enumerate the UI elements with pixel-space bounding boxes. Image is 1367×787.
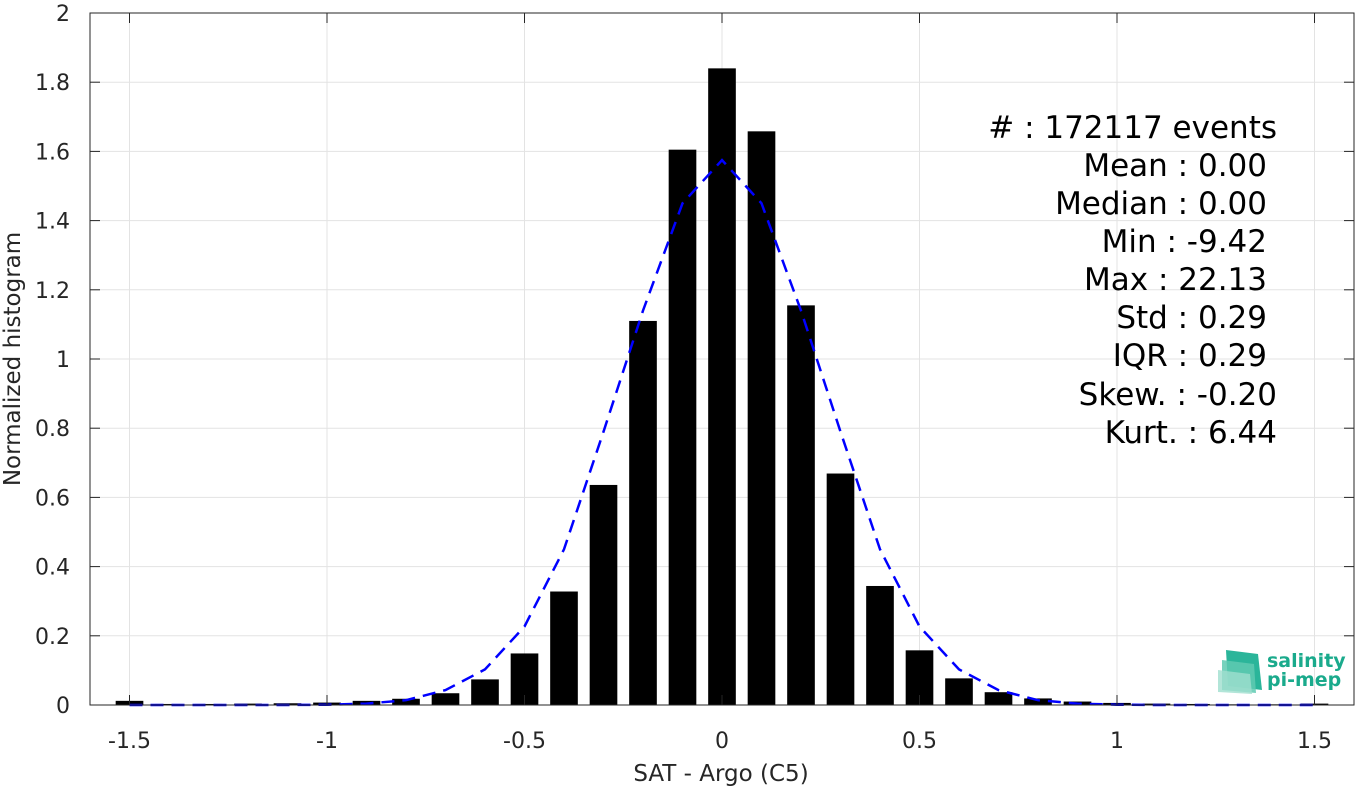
histogram-bar <box>866 585 894 705</box>
histogram-bar <box>629 320 657 705</box>
x-axis-ticks: -1.5 -1 -0.5 0 0.5 1 1.5 <box>108 13 1332 754</box>
y-tick-label: 1.2 <box>35 279 70 304</box>
stat-std: Std : 0.29 <box>1116 300 1267 336</box>
histogram-bar <box>550 591 578 705</box>
y-tick-label: 1.4 <box>35 210 70 235</box>
x-tick-label: -1.5 <box>108 729 151 754</box>
x-tick-label: 0 <box>715 729 729 754</box>
logo-text-line1: salinity <box>1267 650 1346 672</box>
x-tick-label: 1 <box>1110 729 1124 754</box>
stat-min: Min : -9.42 <box>1102 224 1267 260</box>
stat-mean: Mean : 0.00 <box>1083 148 1267 184</box>
y-tick-label: 0.2 <box>35 625 70 650</box>
histogram-bar <box>984 692 1013 705</box>
histogram-bar <box>708 68 736 706</box>
histogram-bars <box>115 68 1329 706</box>
x-tick-label: 0.5 <box>902 729 937 754</box>
y-tick-label: 0.8 <box>35 417 70 442</box>
stat-max: Max : 22.13 <box>1084 262 1267 298</box>
x-tick-label: -0.5 <box>503 729 546 754</box>
x-tick-label: 1.5 <box>1297 729 1332 754</box>
y-axis-ticks: 0 0.2 0.4 0.6 0.8 1 1.2 1.4 1.6 1.8 2 <box>35 2 1354 719</box>
salinity-pi-mep-logo: salinity pi-mep <box>1218 650 1346 694</box>
histogram-bar <box>392 698 420 705</box>
stat-median: Median : 0.00 <box>1055 186 1267 222</box>
histogram-bar <box>471 679 499 705</box>
stats-annotation: # : 172117 events Mean : 0.00 Median : 0… <box>988 110 1277 451</box>
logo-text-line2: pi-mep <box>1267 669 1341 691</box>
histogram-bar <box>747 131 776 705</box>
waves-logo-icon <box>1218 650 1262 694</box>
y-tick-label: 0.6 <box>35 486 70 511</box>
histogram-bar <box>945 678 973 705</box>
stat-count: # : 172117 events <box>988 110 1277 146</box>
stat-kurt: Kurt. : 6.44 <box>1105 415 1277 451</box>
stat-iqr: IQR : 0.29 <box>1113 338 1267 374</box>
y-tick-label: 1 <box>56 348 70 373</box>
histogram-bar <box>234 703 262 705</box>
histogram-bar <box>826 473 855 705</box>
y-tick-label: 0 <box>56 694 70 719</box>
histogram-bar <box>589 484 618 705</box>
histogram-bar <box>194 703 223 705</box>
histogram-bar <box>155 703 183 705</box>
histogram-bar <box>1024 698 1052 705</box>
histogram-bar <box>668 149 697 706</box>
x-tick-label: -1 <box>316 729 338 754</box>
y-tick-label: 2 <box>56 2 70 27</box>
histogram-bar <box>431 693 460 705</box>
y-tick-label: 0.4 <box>35 556 70 581</box>
y-axis-label: Normalized histogram <box>0 232 26 486</box>
histogram-bar <box>787 305 815 705</box>
stat-skew: Skew. : -0.20 <box>1079 377 1277 413</box>
y-tick-label: 1.8 <box>35 71 70 96</box>
y-tick-label: 1.6 <box>35 140 70 165</box>
x-axis-label: SAT - Argo (C5) <box>633 761 808 787</box>
